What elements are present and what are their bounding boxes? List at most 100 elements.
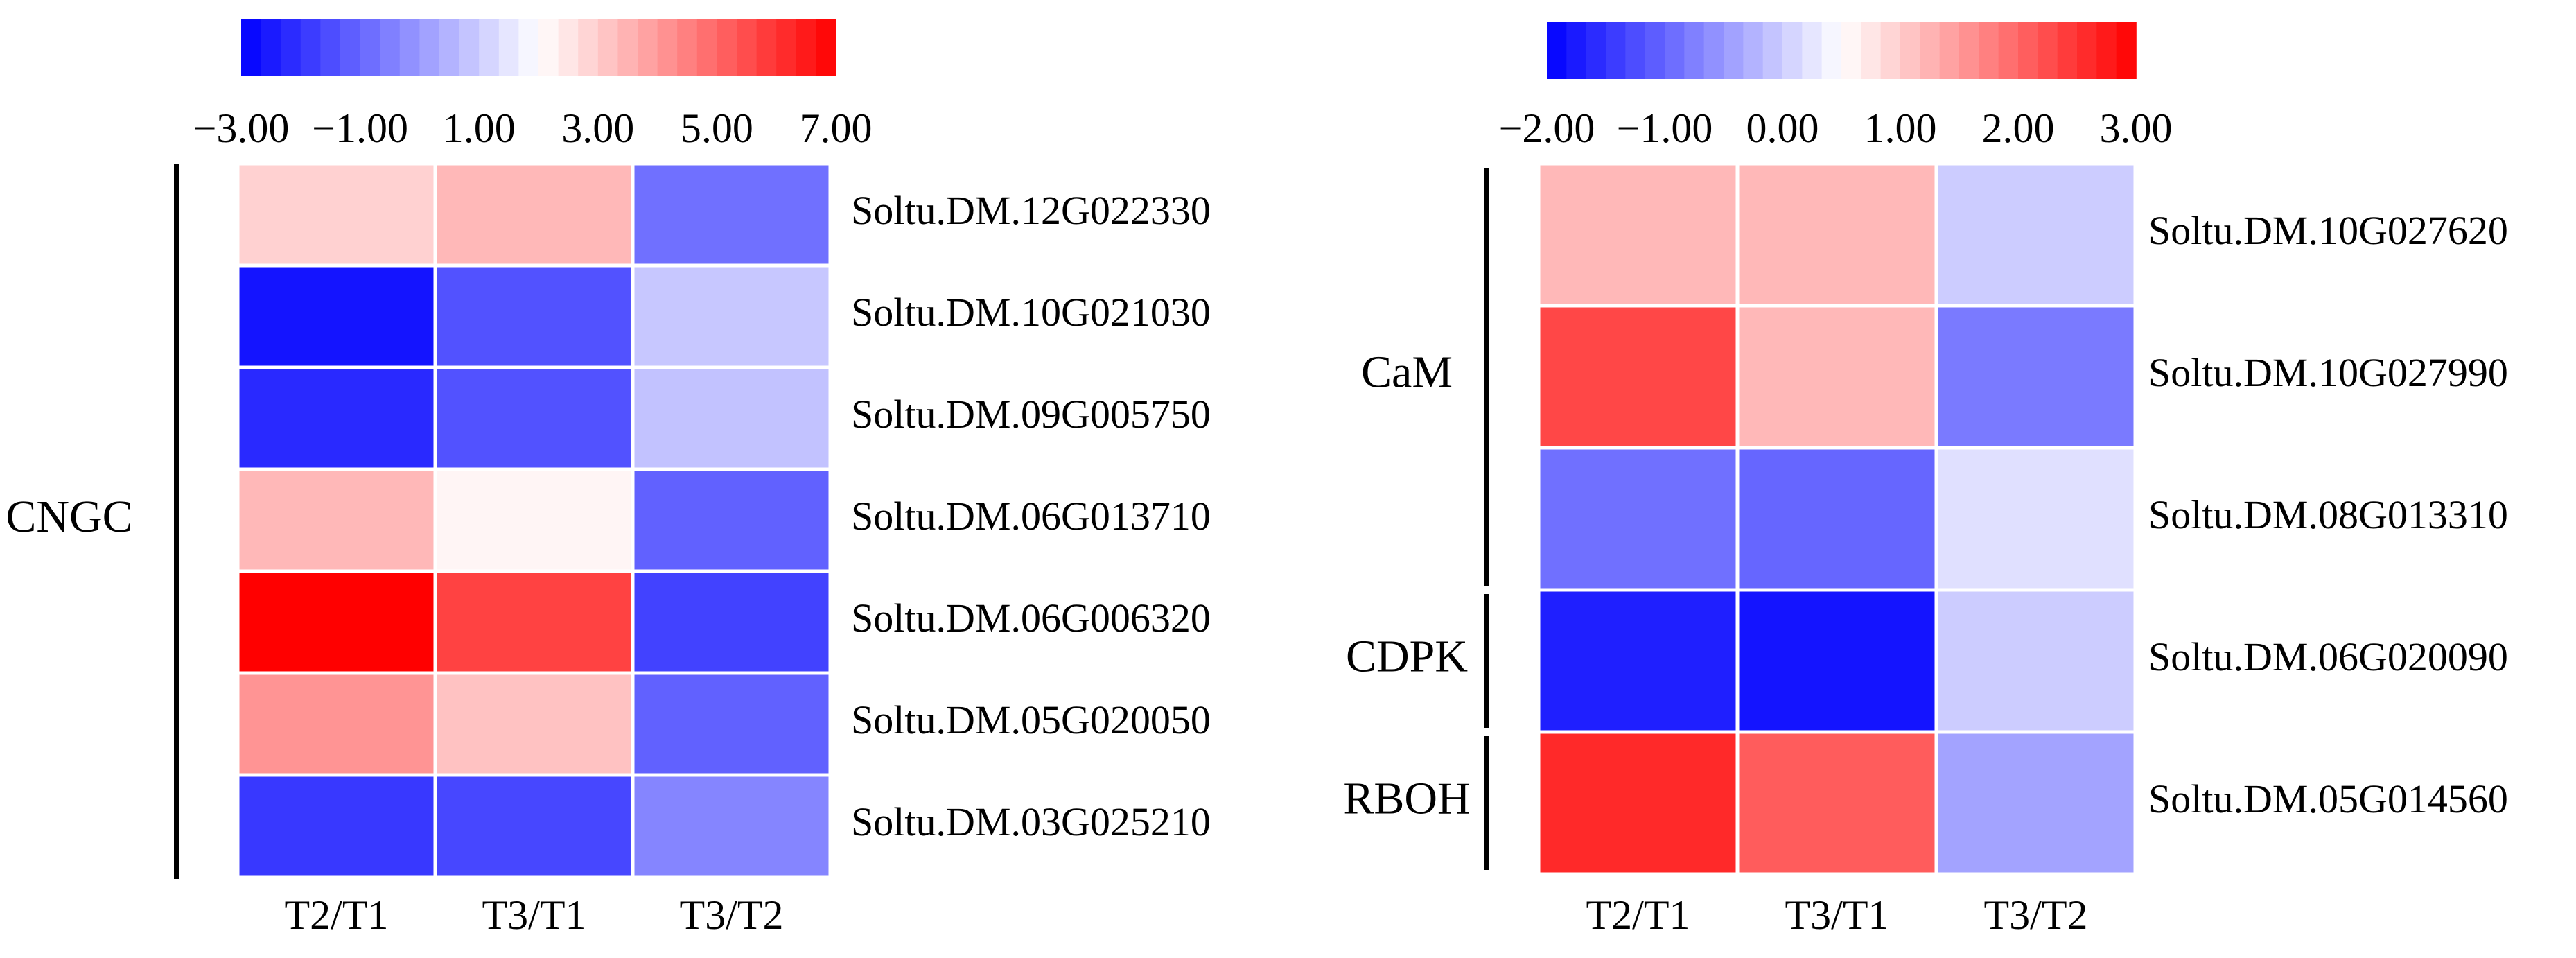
heatmap-cell	[236, 467, 437, 573]
heatmap-cell	[236, 162, 437, 268]
colorbar-segment	[1606, 22, 1627, 79]
heatmap-cell	[433, 162, 635, 268]
heatmap-cell	[236, 365, 437, 471]
colorbar-segment	[1782, 22, 1803, 79]
colorbar-tick-label: −3.00	[193, 105, 290, 151]
colorbar: −2.00 −1.00 0.00 1.00 2.00 3.00	[1499, 22, 2173, 151]
heatmap-cell	[631, 365, 832, 471]
row-label: Soltu.DM.10G027990	[2148, 350, 2508, 395]
colorbar-segment	[538, 19, 559, 76]
colorbar-segment	[419, 19, 440, 76]
colorbar-tick-label: 1.00	[1864, 105, 1937, 151]
heatmap-cell	[1934, 162, 2137, 308]
colorbar-segment	[2057, 22, 2078, 79]
colorbar-segment	[2038, 22, 2058, 79]
colorbar-segment	[459, 19, 480, 76]
heatmap-grid	[236, 162, 832, 879]
colorbar-tick-label: −2.00	[1499, 105, 1595, 151]
heatmap-cell	[1934, 588, 2137, 734]
group-label: CaM	[1361, 347, 1453, 398]
colorbar-segment	[1959, 22, 1980, 79]
colorbar-segment	[657, 19, 678, 76]
colorbar-segment	[756, 19, 777, 76]
colorbar-tick-label: 5.00	[681, 105, 753, 151]
heatmap-cell	[1934, 446, 2137, 592]
heatmap-cell	[236, 263, 437, 369]
column-label: T3/T2	[680, 892, 784, 938]
colorbar-segment	[1645, 22, 1665, 79]
colorbar-segment	[1703, 22, 1724, 79]
heatmap-cell	[1735, 446, 1938, 592]
colorbar-segment	[1979, 22, 1999, 79]
colorbar-segment	[1880, 22, 1901, 79]
colorbar-segment	[1821, 22, 1842, 79]
heatmap-cell	[631, 467, 832, 573]
row-label: Soltu.DM.06G006320	[851, 595, 1211, 641]
colorbar-segment	[1625, 22, 1646, 79]
colorbar-segment	[1743, 22, 1764, 79]
colorbar-segment	[360, 19, 380, 76]
colorbar-segment	[1939, 22, 1960, 79]
row-label: Soltu.DM.03G025210	[851, 799, 1211, 844]
heatmap-grid	[1536, 162, 2137, 876]
row-label: Soltu.DM.05G020050	[851, 697, 1211, 742]
row-label: Soltu.DM.08G013310	[2148, 492, 2508, 537]
colorbar-tick-label: 1.00	[443, 105, 516, 151]
colorbar-segment	[677, 19, 698, 76]
heatmap-cell	[433, 569, 635, 675]
colorbar-segment	[1802, 22, 1823, 79]
colorbar-segment	[597, 19, 619, 76]
colorbar-segment	[1841, 22, 1862, 79]
column-label: T2/T1	[1586, 892, 1690, 938]
heatmap-cell	[1536, 304, 1740, 450]
heatmap-left-panel: −3.00 −1.00 1.00 3.00 5.00 7.00 Soltu.DM.12G02…	[6, 19, 1211, 938]
colorbar-segment	[1762, 22, 1783, 79]
colorbar-segment	[717, 19, 737, 76]
heatmap-cell	[1735, 304, 1938, 450]
colorbar-segment	[399, 19, 421, 76]
heatmap-cell	[631, 162, 832, 268]
colorbar-tick-label: 7.00	[800, 105, 873, 151]
colorbar-segment	[696, 19, 718, 76]
heatmap-cell	[1735, 730, 1938, 876]
colorbar-segment	[737, 19, 757, 76]
colorbar-segment	[1920, 22, 1940, 79]
colorbar-segment	[776, 19, 797, 76]
heatmap-cell	[236, 773, 437, 879]
colorbar-segment	[380, 19, 401, 76]
colorbar-segment	[340, 19, 361, 76]
colorbar-segment	[1900, 22, 1921, 79]
row-label: Soltu.DM.06G013710	[851, 494, 1211, 539]
colorbar-segment	[1684, 22, 1705, 79]
colorbar-tick-label: 3.00	[2100, 105, 2173, 151]
colorbar-segment	[281, 19, 301, 76]
row-label: Soltu.DM.05G014560	[2148, 776, 2508, 821]
heatmap-cell	[433, 671, 635, 777]
column-label: T3/T2	[1984, 892, 2088, 938]
colorbar-segment	[1566, 22, 1587, 79]
heatmap-cell	[631, 773, 832, 879]
colorbar-segment	[1665, 22, 1685, 79]
colorbar-segment	[1547, 22, 1568, 79]
heatmap-cell	[433, 467, 635, 573]
group-label: CNGC	[6, 491, 132, 542]
colorbar-segment	[638, 19, 658, 76]
heatmap-cell	[1934, 304, 2137, 450]
colorbar-segment	[816, 19, 836, 76]
heatmap-cell	[236, 671, 437, 777]
colorbar-segment	[558, 19, 579, 76]
colorbar: −3.00 −1.00 1.00 3.00 5.00 7.00	[193, 19, 873, 151]
colorbar-segment	[2077, 22, 2098, 79]
heatmap-cell	[1536, 588, 1740, 734]
colorbar-segment	[241, 19, 262, 76]
heatmap-cell	[1934, 730, 2137, 876]
colorbar-segment	[1586, 22, 1606, 79]
colorbar-segment	[439, 19, 460, 76]
column-label: T2/T1	[285, 892, 389, 938]
heatmap-cell	[236, 569, 437, 675]
colorbar-segment	[261, 19, 281, 76]
colorbar-tick-label: 3.00	[561, 105, 634, 151]
colorbar-segment	[518, 19, 539, 76]
heatmap-cell	[1735, 162, 1938, 308]
